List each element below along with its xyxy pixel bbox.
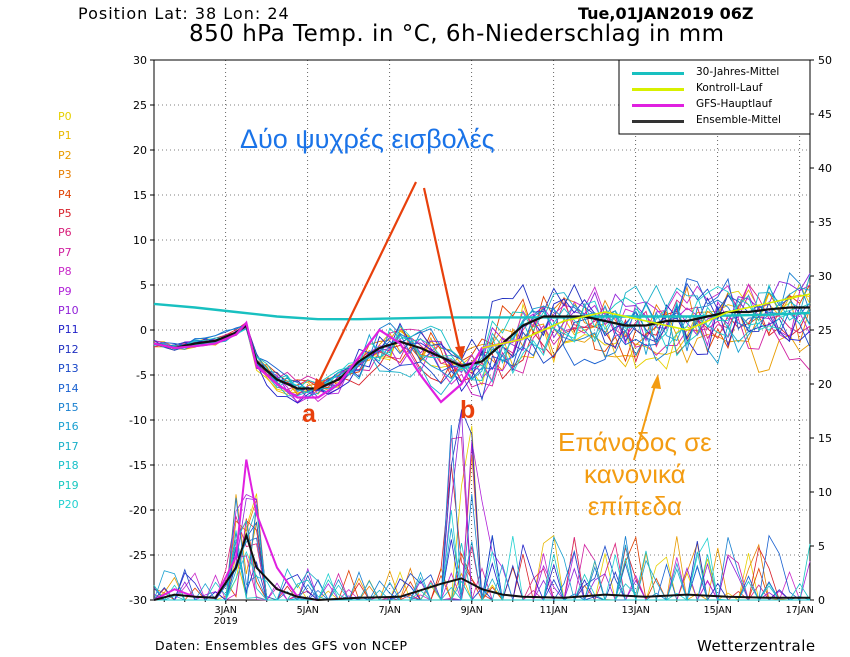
series-kontroll-lauf — [481, 293, 811, 349]
x-tick-label: 3JAN — [215, 605, 237, 616]
legend-label: GFS-Hauptlauf — [696, 98, 772, 110]
right-tick-label: 50 — [818, 54, 832, 67]
ensemble-line-p19 — [153, 294, 811, 391]
x-tick-label: 9JAN — [461, 605, 483, 616]
member-label-p9: P9 — [58, 284, 72, 298]
brand-label: Wetterzentrale — [697, 637, 816, 655]
grid-lines — [154, 59, 810, 601]
member-label-p5: P5 — [58, 207, 72, 220]
left-tick-label: 30 — [133, 54, 147, 67]
left-tick-label: -10 — [129, 414, 147, 427]
x-tick-label: 5JAN — [297, 605, 319, 616]
legend-swatch — [632, 88, 684, 91]
legend-swatch — [632, 104, 684, 107]
right-tick-label: 15 — [818, 432, 832, 445]
left-tick-label: 5 — [140, 279, 147, 292]
run-date: Tue,01JAN2019 06Z — [578, 4, 754, 23]
chart-title: 850 hPa Temp. in °C, 6h-Niederschlag in … — [189, 21, 725, 47]
ensemble-line-p14 — [153, 277, 811, 393]
arrow-a-head — [313, 378, 325, 392]
member-label-p2: P2 — [58, 148, 72, 162]
legend-label: Kontroll-Lauf — [696, 82, 763, 94]
arrow-b-line — [422, 187, 462, 353]
precip-series-ensemble-mittel — [153, 531, 810, 602]
right-tick-label: 35 — [818, 216, 832, 229]
right-tick-label: 20 — [818, 378, 832, 391]
member-label-p20: P20 — [58, 498, 79, 511]
left-tick-label: 25 — [133, 99, 147, 112]
annotation-arrows — [313, 181, 661, 461]
left-tick-label: -15 — [129, 459, 147, 472]
x-tick-label: 11JAN — [540, 605, 568, 616]
left-tick-label: 0 — [140, 324, 147, 337]
member-label-p16: P16 — [58, 420, 79, 434]
member-label-p10: P10 — [58, 304, 79, 317]
series-30-jahres-mittel — [153, 302, 811, 321]
left-tick-label: -20 — [129, 504, 147, 517]
member-label-p6: P6 — [58, 226, 72, 240]
left-tick-label: -25 — [129, 549, 147, 562]
arrow-a-line — [317, 181, 417, 385]
member-label-p18: P18 — [58, 459, 79, 473]
x-tick-label: 7JAN — [379, 605, 401, 616]
x-tick-sublabel: 2019 — [214, 616, 238, 627]
legend-swatch — [632, 120, 684, 123]
annotation-return-line-2: κανονικά — [584, 459, 686, 489]
right-tick-label: 30 — [818, 270, 832, 283]
left-tick-label: -30 — [129, 594, 147, 607]
member-label-p11: P11 — [58, 323, 79, 337]
annotation-return-line-3: επίπεδα — [587, 491, 683, 521]
right-tick-label: 40 — [818, 162, 832, 175]
member-label-p13: P13 — [58, 362, 79, 376]
annotation-label-b: b — [460, 396, 476, 424]
left-tick-label: 15 — [133, 189, 147, 202]
main-series-lines — [153, 293, 811, 602]
annotation-return: Επάνοδος σε κανονικά επίπεδα — [558, 426, 712, 522]
right-tick-label: 10 — [818, 486, 832, 499]
x-tick-label: 15JAN — [704, 605, 732, 616]
annotation-title: Δύο ψυχρές εισβολές — [240, 124, 495, 154]
member-label-p19: P19 — [58, 478, 79, 492]
legend-swatch — [632, 72, 684, 75]
ensemble-member-lines — [153, 272, 811, 602]
data-source-note: Daten: Ensembles des GFS von NCEP — [155, 638, 408, 653]
legend-label: 30-Jahres-Mittel — [696, 66, 780, 78]
member-label-p15: P15 — [58, 401, 79, 414]
right-y-axis: 0 5 10 15 20 25 30 35 40 45 50 — [810, 54, 832, 607]
arrow-return-head — [651, 374, 661, 389]
left-y-axis: -30 -25 -20 -15 -10 -5 0 5 10 15 20 25 30 — [129, 54, 154, 607]
annotation-label-a: a — [302, 400, 316, 428]
member-label-p4: P4 — [58, 187, 72, 201]
member-label-p3: P3 — [58, 168, 72, 182]
right-tick-label: 5 — [818, 540, 825, 553]
x-tick-label: 13JAN — [622, 605, 650, 616]
member-label-p0: P0 — [58, 110, 72, 123]
x-tick-label: 17JAN — [786, 605, 814, 616]
right-tick-label: 45 — [818, 108, 832, 121]
annotation-return-line-1: Επάνοδος σε — [558, 427, 712, 457]
arrow-return-line — [633, 381, 657, 461]
ensemble-line-p11 — [153, 298, 811, 404]
ensemble-line-p12 — [153, 283, 811, 392]
left-tick-label: 10 — [133, 234, 147, 247]
member-label-p1: P1 — [58, 129, 72, 143]
member-label-p7: P7 — [58, 245, 72, 259]
left-tick-label: 20 — [133, 144, 147, 157]
right-tick-label: 0 — [818, 594, 825, 607]
member-label-p8: P8 — [58, 265, 72, 279]
ensemble-line-p18 — [153, 283, 811, 394]
position-label: Position Lat: 38 Lon: 24 — [78, 4, 290, 23]
legend-label: Ensemble-Mittel — [696, 114, 781, 126]
left-tick-label: -5 — [136, 369, 147, 382]
member-label-p17: P17 — [58, 439, 79, 453]
right-tick-label: 25 — [818, 324, 832, 337]
member-label-p12: P12 — [58, 342, 79, 356]
precip-line-p20 — [154, 510, 810, 602]
series-gfs-hauptlauf — [153, 320, 524, 404]
arrow-b-head — [455, 346, 465, 360]
precip-series-gfs-hauptlauf — [153, 459, 319, 601]
member-label-p14: P14 — [58, 381, 79, 395]
